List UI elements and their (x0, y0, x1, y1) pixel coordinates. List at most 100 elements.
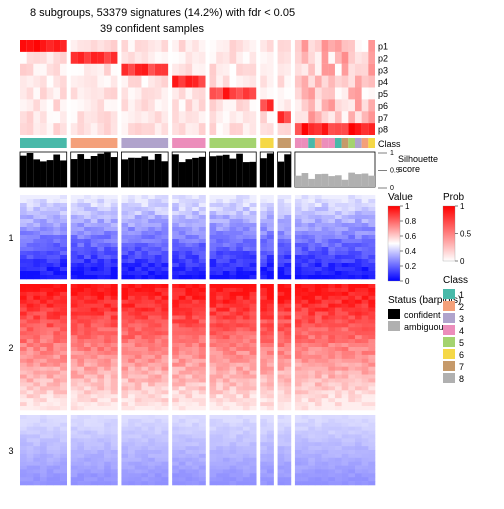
heatmap-cell (91, 219, 98, 223)
prob-cell (172, 76, 179, 88)
heatmap-cell (362, 219, 369, 223)
heatmap-cell (20, 247, 27, 251)
heatmap-cell (135, 434, 142, 438)
heatmap-cell (302, 379, 309, 383)
heatmap-cell (91, 442, 98, 446)
heatmap-cell (368, 300, 375, 304)
heatmap-cell (210, 292, 217, 296)
heatmap-cell (302, 367, 309, 371)
heatmap-cell (60, 308, 67, 312)
heatmap-cell (223, 335, 230, 339)
heatmap-cell (179, 219, 186, 223)
prob-cell (328, 64, 335, 76)
heatmap-cell (97, 466, 104, 470)
legend-class-swatch (443, 361, 455, 371)
heatmap-cell (368, 454, 375, 458)
heatmap-cell (284, 406, 291, 410)
heatmap-cell (135, 427, 142, 431)
heatmap-cell (155, 415, 162, 419)
heatmap-cell (141, 219, 148, 223)
heatmap-cell (302, 402, 309, 406)
heatmap-cell (77, 473, 84, 477)
heatmap-cell (243, 402, 250, 406)
heatmap-cell (97, 308, 104, 312)
heatmap-cell (295, 438, 302, 442)
heatmap-cell (111, 195, 118, 199)
prob-cell (223, 111, 230, 123)
heatmap-cell (97, 211, 104, 215)
heatmap-cell (20, 227, 27, 231)
heatmap-cell (84, 327, 91, 331)
heatmap-cell (243, 327, 250, 331)
heatmap-cell (216, 450, 223, 454)
heatmap-cell (260, 434, 267, 438)
heatmap-cell (328, 316, 335, 320)
heatmap-cell (40, 251, 47, 255)
heatmap-cell (161, 450, 168, 454)
heatmap-cell (27, 406, 34, 410)
heatmap-cell (243, 319, 250, 323)
heatmap-cell (250, 227, 257, 231)
heatmap-cell (141, 308, 148, 312)
heatmap-cell (223, 454, 230, 458)
heatmap-cell (368, 466, 375, 470)
heatmap-cell (230, 284, 237, 288)
heatmap-cell (192, 394, 199, 398)
heatmap-cell (104, 195, 111, 199)
heatmap-cell (155, 292, 162, 296)
heatmap-cell (33, 219, 40, 223)
prob-cell (179, 99, 186, 111)
heatmap-cell (148, 271, 155, 275)
prob-cell (308, 40, 315, 52)
heatmap-cell (111, 481, 118, 485)
heatmap-cell (335, 406, 342, 410)
heatmap-cell (20, 292, 27, 296)
heatmap-cell (135, 323, 142, 327)
heatmap-cell (368, 477, 375, 481)
heatmap-cell (135, 235, 142, 239)
heatmap-cell (60, 239, 67, 243)
heatmap-cell (172, 402, 179, 406)
heatmap-cell (128, 386, 135, 390)
heatmap-cell (295, 199, 302, 203)
heatmap-cell (111, 263, 118, 267)
heatmap-cell (97, 292, 104, 296)
heatmap-cell (362, 243, 369, 247)
heatmap-cell (230, 195, 237, 199)
heatmap-cell (315, 308, 322, 312)
heatmap-cell (84, 473, 91, 477)
heatmap-cell (179, 227, 186, 231)
heatmap-cell (267, 296, 274, 300)
heatmap-cell (47, 300, 54, 304)
heatmap-cell (284, 308, 291, 312)
heatmap-cell (362, 247, 369, 251)
prob-cell (84, 111, 91, 123)
heatmap-cell (91, 379, 98, 383)
heatmap-cell (185, 415, 192, 419)
heatmap-cell (60, 267, 67, 271)
heatmap-cell (278, 434, 285, 438)
heatmap-cell (223, 195, 230, 199)
heatmap-cell (328, 271, 335, 275)
heatmap-cell (40, 367, 47, 371)
heatmap-cell (185, 247, 192, 251)
heatmap-cell (47, 243, 54, 247)
heatmap-cell (308, 375, 315, 379)
heatmap-cell (60, 446, 67, 450)
heatmap-cell (284, 343, 291, 347)
heatmap-cell (128, 442, 135, 446)
heatmap-cell (308, 319, 315, 323)
heatmap-cell (121, 251, 128, 255)
heatmap-cell (342, 398, 349, 402)
heatmap-cell (141, 339, 148, 343)
heatmap-cell (328, 292, 335, 296)
prob-cell (243, 123, 250, 135)
heatmap-cell (84, 300, 91, 304)
heatmap-cell (179, 454, 186, 458)
heatmap-cell (27, 251, 34, 255)
heatmap-cell (40, 415, 47, 419)
heatmap-cell (104, 419, 111, 423)
heatmap-cell (284, 415, 291, 419)
heatmap-cell (355, 312, 362, 316)
heatmap-cell (20, 379, 27, 383)
